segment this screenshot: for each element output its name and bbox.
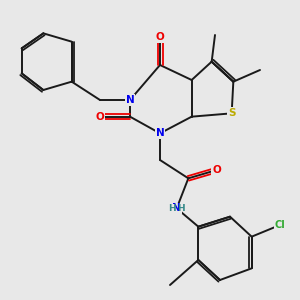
Text: N: N: [172, 203, 181, 213]
Text: Cl: Cl: [274, 220, 285, 230]
Text: H: H: [168, 204, 176, 213]
Text: S: S: [228, 108, 236, 118]
Text: N: N: [126, 95, 134, 105]
Text: H: H: [177, 204, 184, 213]
Text: O: O: [156, 32, 164, 42]
Text: O: O: [212, 165, 221, 175]
Text: N: N: [156, 128, 164, 138]
Text: O: O: [96, 112, 104, 122]
